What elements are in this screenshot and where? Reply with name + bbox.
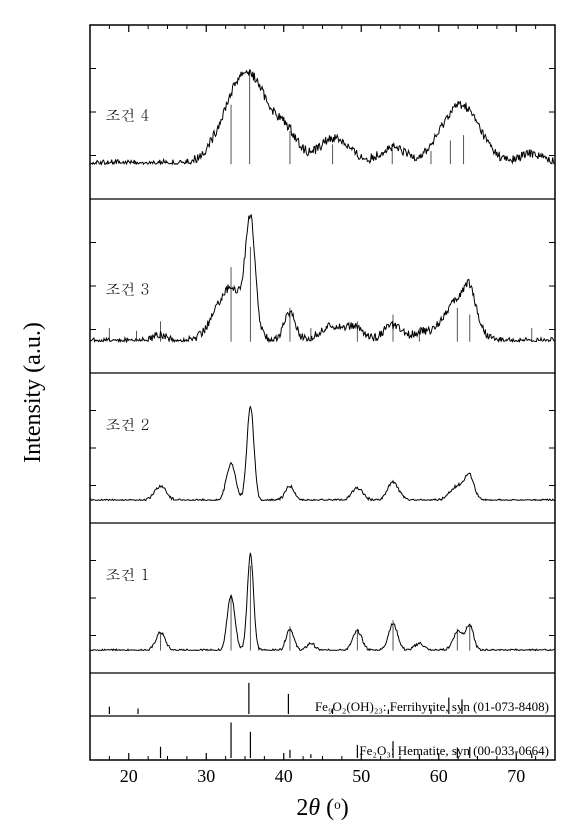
xtick-label: 60: [430, 766, 448, 786]
xtick-label: 70: [507, 766, 525, 786]
reference-label: Fe₂O₃: Hematite, syn (00-033-0664): [359, 743, 549, 758]
svg-text:Intensity (a.u.): Intensity (a.u.): [20, 322, 46, 463]
panel-label: 조건 1: [106, 564, 150, 585]
xtick-label: 20: [120, 766, 138, 786]
xtick-label: 30: [197, 766, 215, 786]
panel-label: 조건 2: [106, 414, 150, 435]
xtick-label: 50: [352, 766, 370, 786]
reference-label: Fe₉O₂(OH)₂₃: Ferrihyrite, syn (01-073-84…: [315, 699, 549, 714]
xtick-label: 40: [275, 766, 293, 786]
y-axis-label: Intensity (a.u.): [20, 322, 46, 463]
xrd-chart: 조건 4 조건 3 조건 2 조건 1 Fe₉O₂(OH)₂₃: Ferrihyrite…: [0, 0, 580, 839]
panel-label: 조건 3: [106, 279, 150, 300]
x-axis-label: 2θ (o): [296, 795, 348, 821]
chart-svg: 조건 4 조건 3 조건 2 조건 1 Fe₉O₂(OH)₂₃: Ferrihyrite…: [0, 0, 580, 839]
svg-text:2θ (o): 2θ (o): [296, 795, 348, 821]
panel-label: 조건 4: [106, 105, 150, 126]
